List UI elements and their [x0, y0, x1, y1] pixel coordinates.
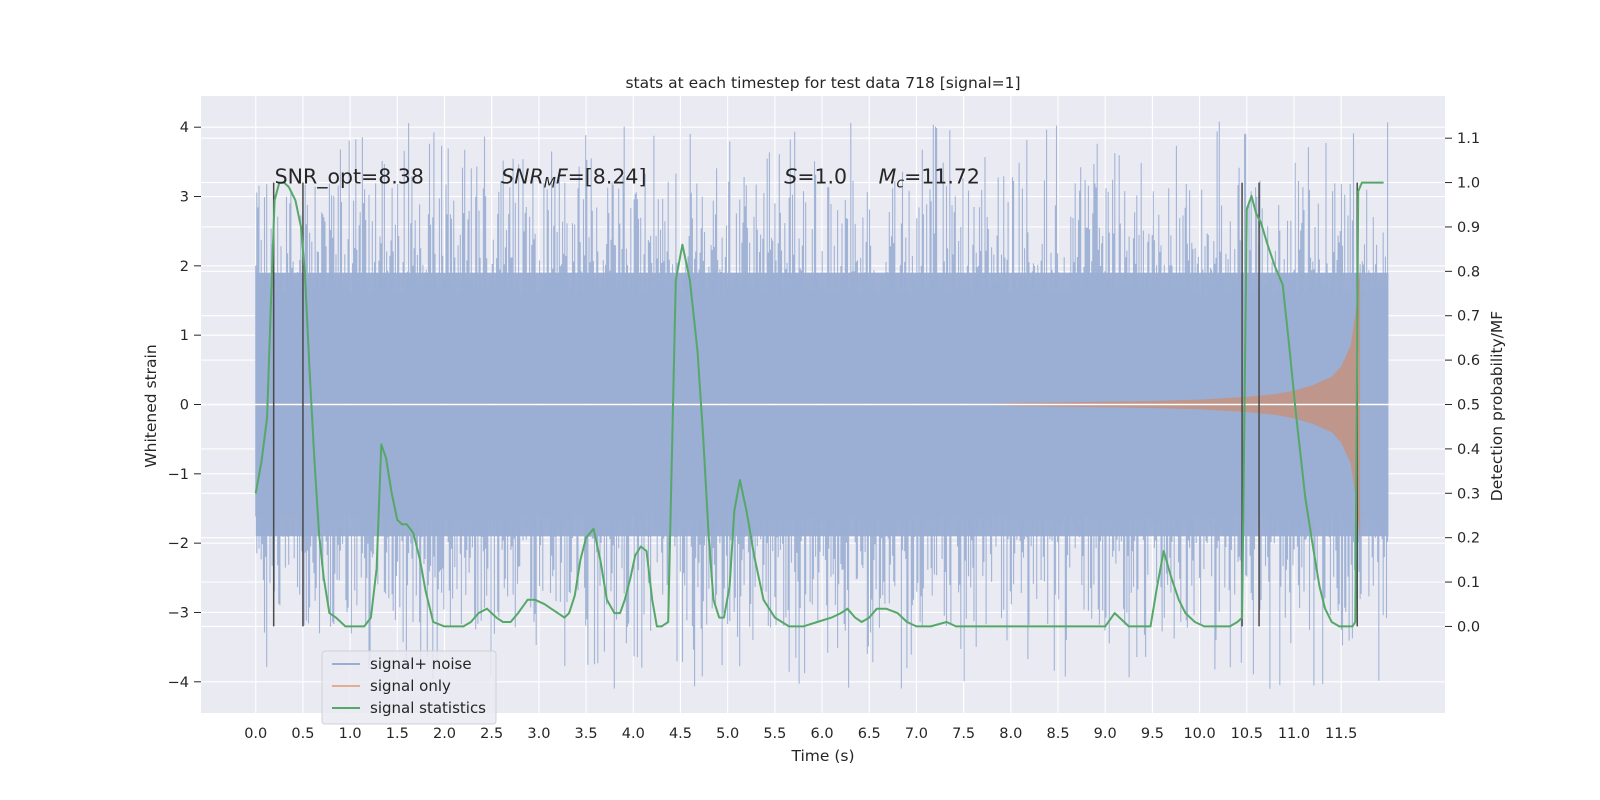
- x-tick-label: 4.5: [669, 726, 692, 742]
- x-tick-label: 7.0: [905, 726, 928, 742]
- left-y-tick-label: 4: [180, 120, 189, 136]
- left-y-tick-label: 3: [180, 190, 189, 206]
- right-y-tick-label: 0.8: [1457, 264, 1480, 280]
- annotations: SNR_opt=8.38 SNRMF=[8.24] S=1.0 Mc=11.72: [275, 165, 980, 192]
- x-tick-label: 2.0: [433, 726, 456, 742]
- annotation-text: S=1.0: [784, 165, 847, 189]
- x-axis-ticks: 0.0 0.5 1.0 1.5 2.0 2.5 3.0 3.5 4.0 4.5 5.0 5.5 6.0 6…: [244, 726, 1357, 742]
- right-y-tick-label: 0.0: [1457, 619, 1480, 635]
- legend-label-signal-statistics: signal statistics: [370, 699, 486, 717]
- x-tick-label: 1.0: [339, 726, 362, 742]
- x-tick-label: 3.5: [575, 726, 598, 742]
- right-y-tick-label: 0.9: [1457, 220, 1480, 236]
- right-y-tick-label: 0.3: [1457, 486, 1480, 502]
- x-tick-label: 5.5: [763, 726, 786, 742]
- left-y-axis-label: Whitened strain: [142, 344, 160, 467]
- legend-box: [321, 650, 497, 725]
- annotation-text: Mc=11.72: [879, 165, 980, 192]
- x-tick-label: 5.0: [716, 726, 739, 742]
- signal-statistics-series: [254, 181, 1384, 628]
- x-tick-label: 8.0: [999, 726, 1022, 742]
- left-y-tick-label: −1: [168, 467, 189, 483]
- chart-title: stats at each timestep for test data 718…: [625, 74, 1020, 92]
- left-y-tick-label: 1: [180, 328, 189, 344]
- annotation-text: SNR_opt=8.38: [275, 165, 424, 190]
- x-tick-label: 10.0: [1183, 726, 1215, 742]
- left-y-tick-label: 0: [180, 398, 189, 414]
- right-y-tick-label: 0.5: [1457, 398, 1480, 414]
- x-tick-label: 11.5: [1325, 726, 1357, 742]
- left-y-tick-label: −4: [168, 675, 189, 691]
- x-tick-label: 0.0: [244, 726, 267, 742]
- right-y-tick-label: 1.1: [1457, 131, 1480, 147]
- right-y-tick-label: 1.0: [1457, 176, 1480, 192]
- x-tick-label: 8.5: [1046, 726, 1069, 742]
- left-y-axis-ticks: 4 3 2 1 0 −1 −2 −3 −4: [168, 120, 201, 691]
- x-tick-label: 7.5: [952, 726, 975, 742]
- right-y-tick-label: 0.2: [1457, 531, 1480, 547]
- left-y-tick-label: −3: [168, 605, 189, 621]
- legend-label-signal-plus-noise: signal+ noise: [370, 655, 472, 673]
- right-y-tick-label: 0.6: [1457, 353, 1480, 369]
- x-tick-label: 6.0: [811, 726, 834, 742]
- right-y-tick-label: 0.4: [1457, 442, 1480, 458]
- x-tick-label: 10.5: [1231, 726, 1263, 742]
- right-y-tick-label: 0.1: [1457, 575, 1480, 591]
- x-tick-label: 11.0: [1278, 726, 1310, 742]
- x-tick-label: 0.5: [291, 726, 314, 742]
- annotation-text: SNRMF=[8.24]: [501, 165, 646, 192]
- x-tick-label: 9.5: [1141, 726, 1164, 742]
- right-y-tick-label: 0.7: [1457, 309, 1480, 325]
- noise-spikes: [255, 121, 1389, 689]
- x-tick-label: 3.0: [527, 726, 550, 742]
- left-y-tick-label: −2: [168, 536, 189, 552]
- right-y-axis-label: Detection probability/MF: [1488, 311, 1506, 502]
- x-tick-label: 9.0: [1094, 726, 1117, 742]
- x-tick-label: 2.5: [480, 726, 503, 742]
- x-tick-label: 4.0: [622, 726, 645, 742]
- x-tick-label: 1.5: [386, 726, 409, 742]
- x-tick-label: 6.5: [858, 726, 881, 742]
- right-y-axis-ticks: 1.1 1.0 0.9 0.8 0.7 0.6 0.5 0.4 0.3 0.2 0.1 0.0: [1445, 131, 1480, 635]
- legend: signal+ noise signal only signal statist…: [321, 650, 497, 725]
- statistics-line: [254, 181, 1384, 628]
- x-axis-label: Time (s): [790, 747, 854, 765]
- left-y-tick-label: 2: [180, 259, 189, 275]
- legend-label-signal-only: signal only: [370, 677, 451, 695]
